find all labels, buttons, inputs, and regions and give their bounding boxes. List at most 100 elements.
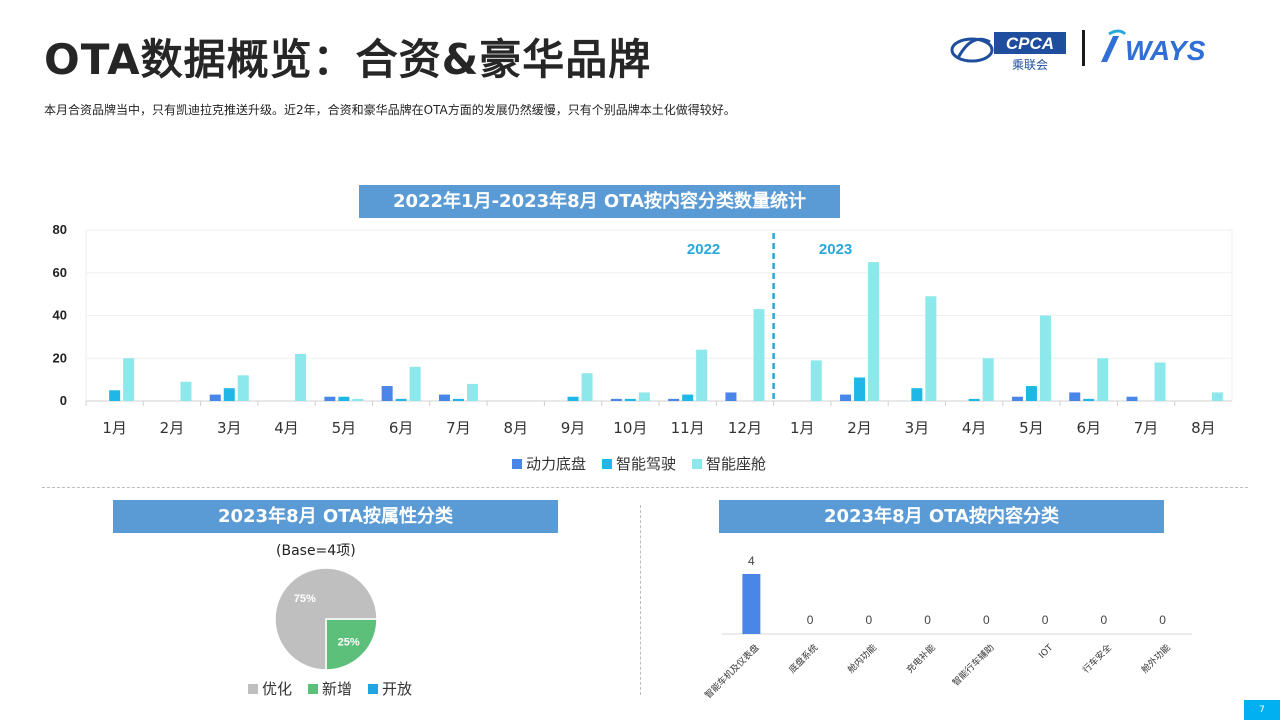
bar-smart-cabin (925, 296, 937, 401)
x-tick-label: 11月 (671, 419, 705, 437)
x-tick-label: 7月 (446, 419, 471, 437)
legend-label-power-chassis: 动力底盘 (526, 455, 587, 473)
bar-smart-cabin (982, 358, 994, 401)
x-tick-label: 10月 (613, 419, 647, 437)
bar-power-chassis (1126, 396, 1138, 401)
pie-legend-label-new: 新增 (322, 680, 353, 698)
bar-smart-driving (911, 388, 923, 401)
content-category-label: 底盘系统 (786, 642, 820, 676)
x-tick-label: 8月 (503, 419, 528, 437)
bar-power-chassis (840, 394, 852, 401)
x-tick-label: 2月 (160, 419, 185, 437)
content-value-label: 0 (1101, 613, 1108, 627)
content-value-label: 0 (807, 613, 814, 627)
year-label-2022: 2022 (687, 241, 720, 258)
bar-smart-driving (223, 388, 235, 401)
bar-smart-cabin (295, 353, 307, 401)
logo-separator (1082, 30, 1085, 66)
legend-label-smart-cabin: 智能座舱 (706, 455, 767, 473)
content-value-label: 4 (748, 554, 755, 568)
bar-power-chassis (725, 392, 737, 401)
y-tick-label: 40 (53, 308, 67, 323)
year-label-2023: 2023 (819, 241, 852, 258)
legend-label-smart-driving: 智能驾驶 (616, 455, 677, 473)
pie-base-label: (Base=4项) (276, 543, 356, 559)
pie-slice-optimize (274, 567, 378, 671)
bar-smart-cabin (123, 358, 135, 401)
content-value-label: 0 (866, 613, 873, 627)
bar-smart-cabin (1211, 392, 1223, 401)
bar-smart-driving (109, 390, 121, 401)
pie-legend-label-optimize: 优化 (262, 680, 293, 698)
content-category-label: 智能车机及仪表盘 (702, 642, 761, 701)
pie-legend: 优化 新增 开放 (248, 678, 412, 699)
x-tick-label: 3月 (905, 419, 930, 437)
x-tick-label: 4月 (962, 419, 987, 437)
pie-slice-label: 25% (338, 637, 360, 649)
bar-smart-cabin (638, 392, 650, 401)
bar-smart-cabin (237, 375, 249, 401)
horizontal-divider (42, 487, 1248, 488)
content-value-label: 0 (924, 613, 931, 627)
bar-smart-cabin (1097, 358, 1109, 401)
bar-smart-cabin (868, 262, 880, 401)
x-tick-label: 7月 (1134, 419, 1159, 437)
x-tick-label: 5月 (332, 419, 357, 437)
bar-smart-driving (854, 377, 866, 401)
y-tick-label: 60 (53, 265, 67, 280)
pie-legend-label-open: 开放 (382, 680, 413, 698)
bar-smart-cabin (1039, 315, 1051, 401)
bar-smart-driving (624, 398, 636, 401)
pie-chart-title: 2023年8月 OTA按属性分类 (113, 500, 558, 533)
main-chart-legend: 动力底盘 智能驾驶 智能座舱 (512, 453, 766, 474)
cpca-logo-text: CPCA (1006, 34, 1054, 53)
bar-smart-cabin (753, 309, 765, 401)
bar-power-chassis (381, 386, 393, 401)
bar-power-chassis (209, 394, 221, 401)
y-tick-label: 0 (60, 393, 67, 408)
x-tick-label: 6月 (1076, 419, 1101, 437)
legend-swatch-power-chassis (512, 458, 522, 469)
bar-power-chassis (610, 398, 622, 401)
content-category-label: 舱内功能 (845, 642, 879, 676)
cpca-logo: CPCA 乘联会 (950, 32, 1066, 72)
legend-item-smart-driving: 智能驾驶 (602, 453, 676, 474)
pie-legend-item-optimize: 优化 (248, 678, 292, 699)
y-tick-label: 80 (53, 222, 67, 237)
content-value-label: 0 (983, 613, 990, 627)
bar-smart-driving (395, 398, 407, 401)
legend-swatch-smart-driving (602, 458, 613, 469)
ways-logo-text: WAYS (1125, 35, 1206, 66)
pie-slice-label: 75% (294, 593, 316, 605)
content-category-label: 舱外功能 (1139, 642, 1173, 676)
content-category-label: 智能行车辅助 (950, 642, 997, 689)
pie-legend-item-open: 开放 (368, 678, 412, 699)
bar-smart-driving (1025, 386, 1037, 401)
legend-swatch-smart-cabin (692, 458, 703, 469)
cpca-logo-subtext: 乘联会 (1012, 58, 1048, 72)
bar-smart-driving (567, 396, 579, 401)
content-category-label: 行车安全 (1080, 642, 1114, 676)
page-subtitle: 本月合资品牌当中，只有凯迪拉克推送升级。近2年，合资和豪华品牌在OTA方面的发展… (44, 103, 736, 117)
x-tick-label: 8月 (1191, 419, 1216, 437)
bar-smart-driving (1083, 398, 1095, 401)
x-tick-label: 9月 (561, 419, 586, 437)
pie-slice-new (325, 618, 378, 671)
x-tick-label: 4月 (274, 419, 299, 437)
bar-smart-cabin (409, 366, 421, 401)
bar-smart-cabin (696, 349, 708, 401)
content-category-label: 充电补能 (904, 642, 938, 676)
content-chart-title: 2023年8月 OTA按内容分类 (719, 500, 1164, 533)
main-chart-title: 2022年1月-2023年8月 OTA按内容分类数量统计 (359, 185, 840, 218)
bar-smart-cabin (352, 398, 364, 401)
x-tick-label: 12月 (728, 419, 762, 437)
pie-legend-swatch-optimize (248, 683, 258, 694)
vertical-divider (640, 505, 641, 695)
legend-item-smart-cabin: 智能座舱 (692, 453, 766, 474)
pie-legend-swatch-new (308, 683, 319, 694)
bar-smart-cabin (180, 381, 192, 401)
bar-smart-cabin (466, 383, 478, 401)
x-tick-label: 1月 (102, 419, 127, 437)
monthly-ota-bar-chart: 0 20 40 60 80 1月 2月 3月 4月 5月 6月 7月 8月 9月 10月 11月 12月 1月 2月… (53, 222, 1233, 437)
bar-power-chassis (324, 396, 336, 401)
